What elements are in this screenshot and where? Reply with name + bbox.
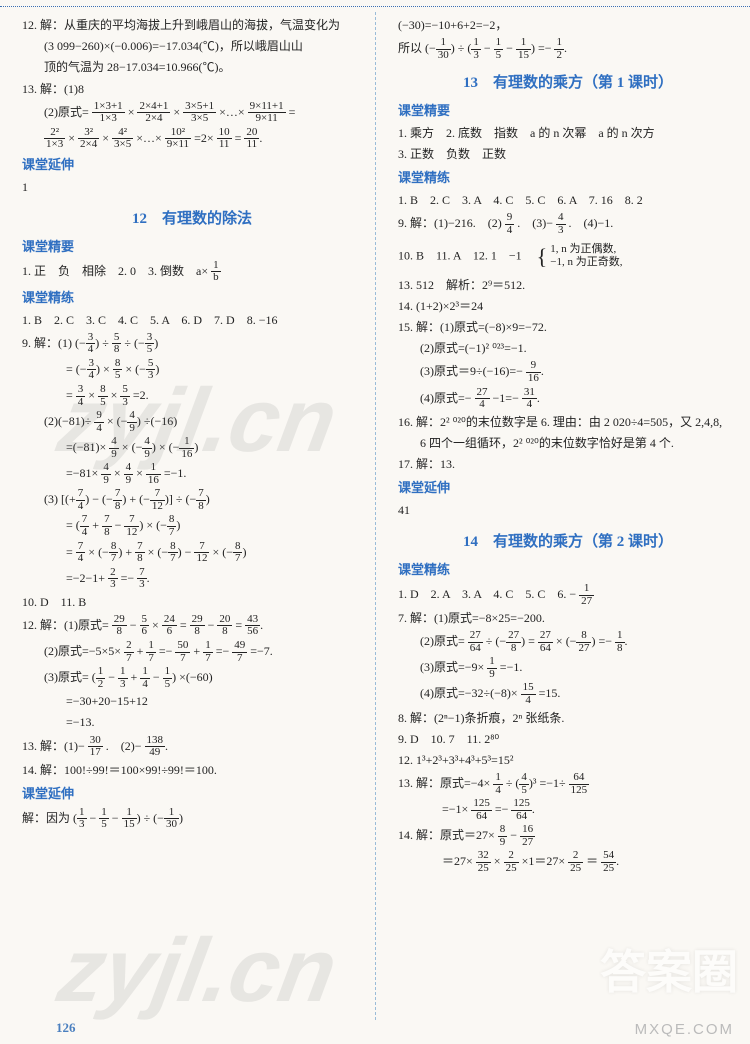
line: 9. 解：(1)−216. (2) 94 . (3)− 43 . (4)−1. (398, 212, 738, 236)
answer-watermark: 答案圈 (600, 936, 738, 1002)
subheading: 课堂精练 (22, 288, 362, 309)
line: (3)原式= (12 − 13 + 14 − 15) ×(−60) (22, 666, 362, 690)
line: 14. 解：原式＝27× 89 − 1627 (398, 824, 738, 848)
fraction: 2×4+12×4 (137, 101, 170, 125)
line: (3)原式=−9× 19 =−1. (398, 656, 738, 680)
line: = (74 + 78 − 712) × (−87) (22, 514, 362, 538)
section-title-13: 13 有理数的乘方（第 1 课时） (398, 71, 738, 95)
line: = 34 × 85 × 53 =2. (22, 384, 362, 408)
line: 12. 1³+2³+3³+4³+5³=15² (398, 751, 738, 770)
line: (2)(−81)÷ 94 × (−49) ÷(−16) (22, 410, 362, 434)
line: 7. 解：(1)原式=−8×25=−200. (398, 609, 738, 628)
section-title-14: 14 有理数的乘方（第 2 课时） (398, 530, 738, 554)
text: =2× (194, 131, 214, 145)
line: 解：因为 (13 − 15 − 115) ÷ (−130) (22, 807, 362, 831)
line: 15. 解：(1)原式=(−8)×9=−72. (398, 318, 738, 337)
line: 1. 正 负 相除 2. 0 3. 倒数 a× 1b (22, 260, 362, 284)
left-column: 12. 解：从重庆的平均海拔上升到峨眉山的海拔，气温变化为 (3 099−260… (22, 14, 362, 833)
line: 12. 解：从重庆的平均海拔上升到峨眉山的海拔，气温变化为 (22, 16, 362, 35)
text: ×…× (136, 131, 162, 145)
fraction: 9×11+19×11 (248, 101, 286, 125)
line: 1. B 2. C 3. A 4. C 5. C 6. A 7. 16 8. 2 (398, 191, 738, 210)
subheading: 课堂延伸 (398, 478, 738, 499)
column-divider (375, 12, 376, 1020)
line: 6 四个一组循环，2² ⁰²⁰的末位数字恰好是第 4 个. (398, 434, 738, 453)
line: (3)原式＝9÷(−16)=− 916. (398, 360, 738, 384)
text: (2)原式= (44, 105, 89, 119)
line: (2)原式= 1×3+11×3 × 2×4+12×4 × 3×5+13×5 ×…… (22, 101, 362, 125)
line: 1. B 2. C 3. C 4. C 5. A 6. D 7. D 8. −1… (22, 311, 362, 330)
line: (2)原式= 2764 ÷ (−278) = 2764 × (−827) =− … (398, 630, 738, 654)
line: 2²1×3 × 3²2×4 × 4²3×5 ×…× 10²9×11 =2× 10… (22, 127, 362, 151)
line: 8. 解：(2ⁿ−1)条折痕，2ⁿ 张纸条. (398, 709, 738, 728)
text: = (235, 131, 242, 145)
site-watermark: MXQE.COM (635, 1021, 734, 1038)
line: 10. B 11. A 12. 1 −1 { 1, n 为正偶数, −1, n … (398, 239, 738, 274)
text: −1, n 为正奇数, (550, 256, 622, 268)
line: 3. 正数 负数 正数 (398, 145, 738, 164)
text: × (102, 131, 109, 145)
top-border (0, 6, 750, 7)
subheading: 课堂精要 (398, 101, 738, 122)
line: 所以 (−130) ÷ (13 − 15 − 115) =− 12. (398, 37, 738, 61)
section-title-12: 12 有理数的除法 (22, 207, 362, 231)
fraction: 1×3+11×3 (92, 101, 125, 125)
line: =−81× 49 × 49 × 116 =−1. (22, 462, 362, 486)
line: 41 (398, 501, 738, 520)
text: × (68, 131, 75, 145)
fraction: 3×5+13×5 (183, 101, 216, 125)
line: 1. 乘方 2. 底数 指数 a 的 n 次幂 a 的 n 次方 (398, 124, 738, 143)
subheading: 课堂精练 (398, 168, 738, 189)
subheading: 课堂延伸 (22, 784, 362, 805)
line: 1. D 2. A 3. A 4. C 5. C 6. − 127 (398, 583, 738, 607)
line: = (−34) × 85 × (−53) (22, 358, 362, 382)
line: 14. 解：100!÷99!＝100×99!÷99!＝100. (22, 761, 362, 780)
right-column: (−30)=−10+6+2=−2， 所以 (−130) ÷ (13 − 15 −… (398, 14, 738, 877)
line: 14. (1+2)×2³＝24 (398, 297, 738, 316)
text: 1, n 为正偶数, (550, 243, 616, 255)
line: (3) [(+74) − (−78) + (−712)] ÷ (−78) (22, 488, 362, 512)
line: 17. 解：13. (398, 455, 738, 474)
line: =−13. (22, 713, 362, 732)
line: 13. 解：原式=−4× 14 ÷ (45)³ =−1÷ 64125 (398, 772, 738, 796)
line: (4)原式=−32÷(−8)× 154 =15. (398, 682, 738, 706)
text: × (128, 105, 135, 119)
line: (3 099−260)×(−0.006)=−17.034(℃)，所以峨眉山山 (22, 37, 362, 56)
line: =(−81)× 49 × (−49) × (−116) (22, 436, 362, 460)
line: 13. 解：(1)− 3017 . (2)− 13849. (22, 735, 362, 759)
subheading: 课堂延伸 (22, 155, 362, 176)
page-number: 126 (56, 1020, 76, 1036)
text: × (173, 105, 180, 119)
line: 12. 解：(1)原式= 298 − 56 × 246 = 298 − 208 … (22, 614, 362, 638)
line: 9. 解：(1) (−34) ÷ 58 ÷ (−35) (22, 332, 362, 356)
line: 13. 512 解析：2⁹＝512. (398, 276, 738, 295)
watermark: zyjl.cn (51, 920, 344, 1023)
line: 9. D 10. 7 11. 2⁸⁰ (398, 730, 738, 749)
line: = 74 × (−87) + 78 × (−87) − 712 × (−87) (22, 541, 362, 565)
line: (−30)=−10+6+2=−2， (398, 16, 738, 35)
line: (2)原式=−5×5× 27 + 17 =− 507 + 17 =− 497 =… (22, 640, 362, 664)
line: (4)原式=− 274 −1=− 314. (398, 387, 738, 411)
line: =−2−1+ 23 =− 73. (22, 567, 362, 591)
line: =−1× 12564 =− 12564. (398, 798, 738, 822)
text: ×…× (219, 105, 245, 119)
line: 顶的气温为 28−17.034=10.966(℃)。 (22, 58, 362, 77)
subheading: 课堂精要 (22, 237, 362, 258)
line: ＝27× 3225 × 225 ×1＝27× 225 ＝ 5425. (398, 850, 738, 874)
line: (2)原式=(−1)² ⁰²³=−1. (398, 339, 738, 358)
line: =−30+20−15+12 (22, 692, 362, 711)
line: 16. 解：2² ⁰²⁰的末位数字是 6. 理由：由 2 020÷4=505，又… (398, 413, 738, 432)
subheading: 课堂精练 (398, 560, 738, 581)
line: 10. D 11. B (22, 593, 362, 612)
line: 1 (22, 178, 362, 197)
text: 1. 正 负 相除 2. 0 3. 倒数 a× (22, 264, 208, 278)
line: 13. 解：(1)8 (22, 80, 362, 99)
